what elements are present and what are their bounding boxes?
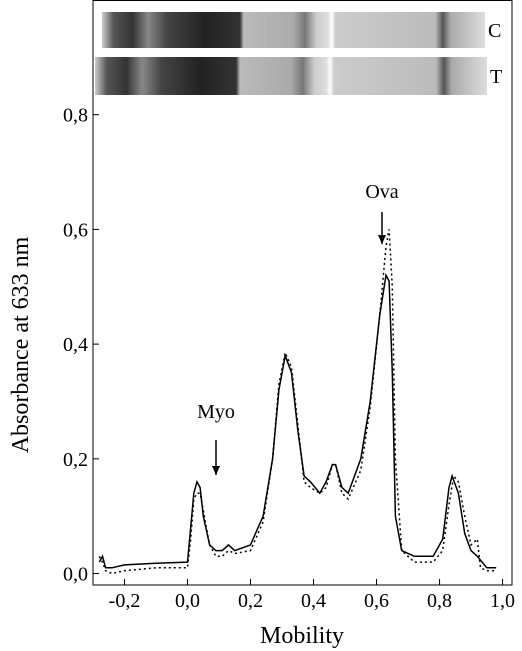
annotation: Ova <box>365 181 398 203</box>
x-tick-label: 1,0 <box>490 590 515 612</box>
y-tick-label: 0,8 <box>63 105 88 127</box>
x-tick-label: 0,4 <box>301 590 326 612</box>
x-tick-label: 0,6 <box>364 590 389 612</box>
lane-label: C <box>488 20 501 42</box>
annotation: Myo <box>197 401 235 423</box>
gel-lane <box>102 12 485 48</box>
x-tick-label: -0,2 <box>109 590 141 612</box>
x-tick-label: 0,8 <box>427 590 452 612</box>
x-tick-label: 0,0 <box>175 590 200 612</box>
y-tick-label: 0,6 <box>63 219 88 241</box>
data-line <box>99 229 496 573</box>
chart: C T Mobility Absorbance at 633 nm -0,2 0,… <box>0 0 522 651</box>
y-tick-label: 0,4 <box>63 334 88 356</box>
y-tick-label: 0,0 <box>63 564 88 586</box>
x-tick-label: 0,2 <box>238 590 263 612</box>
y-axis-label: Absorbance at 633 nm <box>8 236 34 453</box>
lane-label: T <box>490 66 502 88</box>
gel-lane <box>95 57 487 95</box>
arrow-head <box>378 235 386 244</box>
arrow-head <box>212 466 220 475</box>
x-axis-label: Mobility <box>260 623 344 649</box>
data-line <box>99 275 496 568</box>
y-tick-label: 0,2 <box>63 449 88 471</box>
